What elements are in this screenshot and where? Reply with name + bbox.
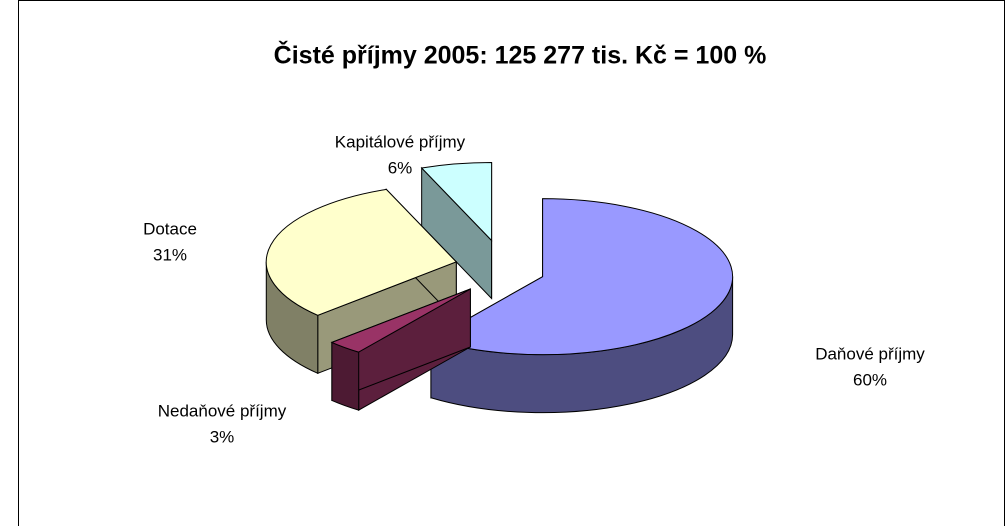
slice-value-label: 31%: [153, 245, 187, 264]
labels: Daňové příjmy 60% Nedaňové příjmy 3% Dotace 3…: [143, 132, 925, 446]
slice-value-label: 3%: [210, 427, 235, 446]
slice-value-label: 60%: [853, 370, 887, 389]
slice-value-label: 6%: [388, 158, 413, 177]
slice-side: [331, 341, 360, 411]
slice-top: [330, 288, 471, 353]
chart-border: [18, 0, 1005, 531]
slice: [420, 161, 493, 300]
slice-label: Kapitálové příjmy: [335, 132, 466, 151]
slice-label: Dotace: [143, 219, 197, 238]
chart-title: Čisté příjmy 2005: 125 277 tis. Kč = 100…: [274, 40, 767, 70]
slice-top: [265, 188, 458, 316]
slice-label: Nedaňové příjmy: [158, 401, 287, 420]
slice: [265, 188, 458, 375]
slice-label: Daňové příjmy: [815, 344, 925, 363]
pie: [265, 161, 734, 414]
slice-top: [429, 198, 734, 356]
slice: [429, 198, 734, 414]
slice: [330, 288, 471, 411]
slice-top: [420, 161, 493, 242]
